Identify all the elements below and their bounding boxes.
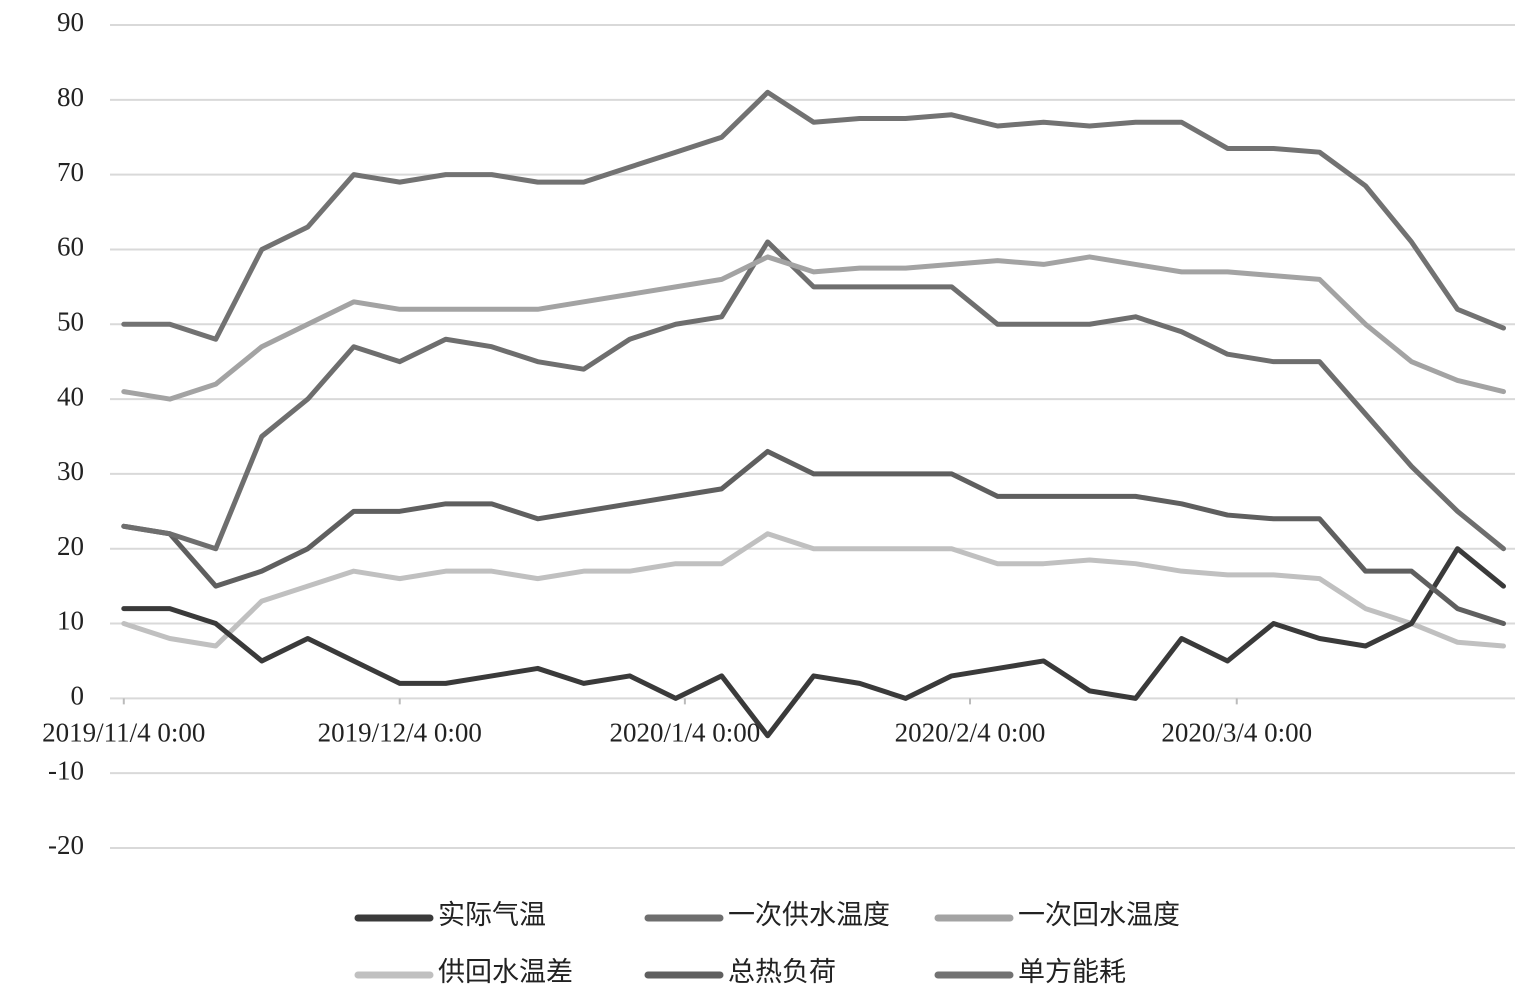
legend-label: 一次供水温度	[728, 900, 890, 930]
legend-label: 一次回水温度	[1018, 900, 1180, 930]
x-tick-label: 2020/3/4 0:00	[1161, 718, 1312, 748]
y-tick-label: 50	[57, 306, 84, 336]
x-tick-label: 2020/1/4 0:00	[609, 718, 760, 748]
x-tick-label: 2019/12/4 0:00	[318, 718, 482, 748]
y-tick-label: 30	[57, 456, 84, 486]
y-tick-label: 20	[57, 531, 84, 561]
legend-label: 供回水温差	[438, 957, 573, 987]
y-tick-label: -10	[48, 755, 84, 785]
y-tick-label: 80	[57, 82, 84, 112]
series-line	[121, 89, 1506, 342]
series-line	[121, 239, 1506, 552]
legend-label: 单方能耗	[1018, 957, 1126, 987]
x-tick-label: 2020/2/4 0:00	[895, 718, 1046, 748]
y-tick-label: 90	[57, 7, 84, 37]
series-line	[121, 448, 1506, 627]
series-line	[121, 546, 1506, 739]
y-tick-label: 70	[57, 157, 84, 187]
y-tick-label: 40	[57, 381, 84, 411]
x-tick-label: 2019/11/4 0:00	[42, 718, 205, 748]
legend-label: 总热负荷	[728, 957, 836, 987]
y-tick-label: 0	[71, 681, 85, 711]
series-line	[121, 254, 1506, 402]
legend-label: 实际气温	[438, 900, 546, 930]
y-tick-label: 60	[57, 232, 84, 262]
series-line	[121, 531, 1506, 649]
y-tick-label: 10	[57, 606, 84, 636]
y-tick-label: -20	[48, 830, 84, 860]
